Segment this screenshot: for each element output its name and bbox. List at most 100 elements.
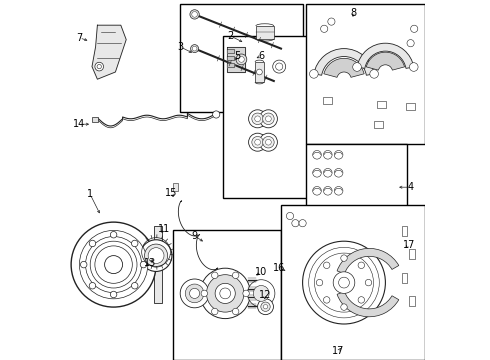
Polygon shape [92,25,126,79]
Text: 17: 17 [403,240,415,250]
Circle shape [236,54,247,65]
Bar [223,36,317,198]
Circle shape [313,168,321,177]
Circle shape [323,168,332,177]
Circle shape [259,110,277,128]
Circle shape [334,150,343,159]
Wedge shape [314,49,374,75]
Circle shape [206,275,244,312]
Circle shape [192,12,197,17]
Circle shape [292,220,299,227]
Text: 8: 8 [350,8,356,18]
Bar [409,296,415,306]
Circle shape [315,253,373,312]
Text: 14: 14 [74,119,86,129]
Circle shape [358,297,365,303]
Text: 7: 7 [76,33,82,43]
Circle shape [215,283,235,303]
Circle shape [247,280,275,307]
Bar [255,62,264,82]
Circle shape [191,45,198,53]
Circle shape [252,113,263,125]
Circle shape [97,64,101,69]
Circle shape [328,18,335,25]
Circle shape [334,168,343,177]
Circle shape [273,60,286,73]
Text: 1: 1 [87,189,93,199]
Circle shape [320,25,328,32]
Text: 4: 4 [408,182,414,192]
Circle shape [148,248,164,264]
Circle shape [220,288,231,299]
Circle shape [248,110,267,128]
Circle shape [341,304,347,310]
Bar [306,4,425,144]
Circle shape [180,279,209,308]
Circle shape [104,256,122,274]
Circle shape [252,136,263,148]
Circle shape [323,186,332,195]
Text: 6: 6 [258,51,264,61]
Circle shape [323,262,330,269]
Circle shape [309,247,379,318]
Text: 5: 5 [235,51,241,61]
Circle shape [370,69,378,78]
Circle shape [89,283,96,289]
Circle shape [110,291,117,298]
Circle shape [239,57,245,62]
Bar [306,144,407,216]
Text: 3: 3 [177,42,183,52]
Circle shape [258,299,273,315]
Circle shape [275,63,283,70]
Circle shape [90,241,137,288]
Circle shape [339,277,349,288]
Bar [402,273,407,283]
Bar [154,226,162,303]
Circle shape [255,116,261,122]
Circle shape [334,186,343,195]
Circle shape [313,186,321,195]
Circle shape [89,240,96,247]
Circle shape [266,139,271,145]
Circle shape [212,272,218,279]
Text: 13: 13 [144,258,156,268]
Bar [180,4,303,112]
Bar [173,183,178,191]
Circle shape [212,308,218,315]
Circle shape [185,284,204,303]
Circle shape [131,283,138,289]
Polygon shape [227,63,234,67]
Circle shape [313,150,321,159]
Circle shape [131,240,138,247]
Polygon shape [227,49,234,53]
Circle shape [232,272,239,279]
Circle shape [411,25,418,32]
Circle shape [201,290,208,297]
Circle shape [232,308,239,315]
Circle shape [323,297,330,303]
Circle shape [257,69,262,75]
Circle shape [255,139,261,145]
Circle shape [410,63,418,71]
Bar [409,249,415,259]
Bar [406,103,415,110]
Circle shape [145,244,168,267]
Circle shape [259,133,277,151]
Circle shape [95,246,132,283]
Circle shape [333,272,355,293]
Bar [402,226,407,236]
Bar [256,26,274,39]
Bar [173,230,281,360]
Circle shape [95,62,103,71]
Bar [377,101,386,108]
Text: 17: 17 [332,346,345,356]
Circle shape [286,212,294,220]
Circle shape [243,290,249,297]
Circle shape [253,285,269,301]
Circle shape [263,305,268,309]
Circle shape [323,150,332,159]
Text: 15: 15 [165,188,177,198]
Text: 10: 10 [255,267,268,277]
Circle shape [190,288,199,298]
Bar [92,117,98,122]
